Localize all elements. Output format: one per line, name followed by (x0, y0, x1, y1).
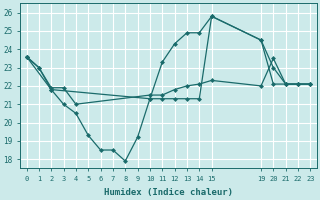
X-axis label: Humidex (Indice chaleur): Humidex (Indice chaleur) (104, 188, 233, 197)
